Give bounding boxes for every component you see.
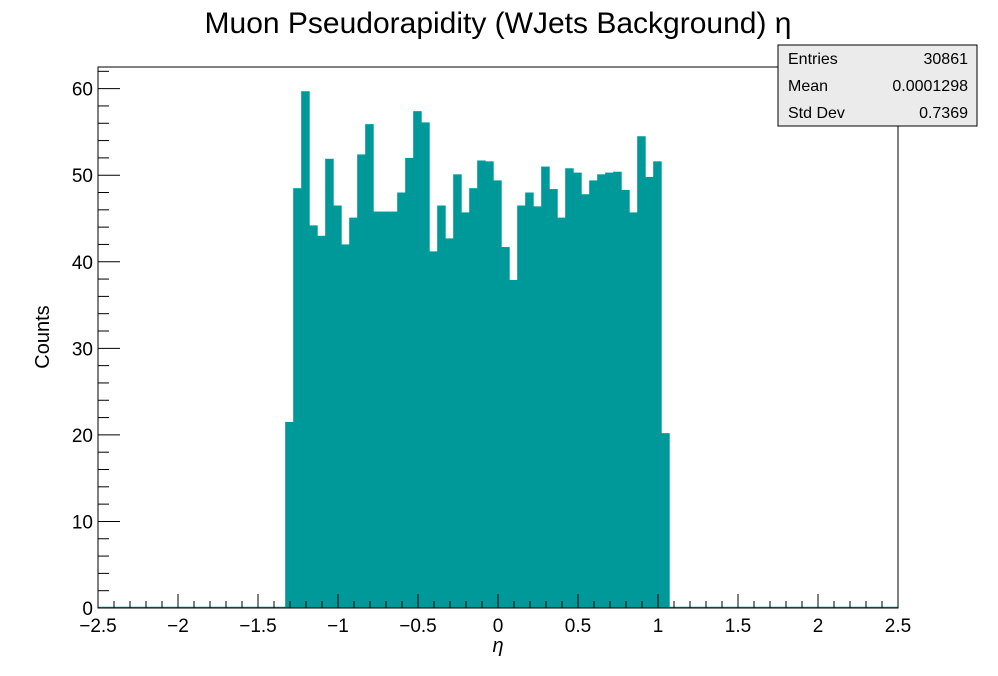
y-tick-label: 20 [72, 426, 93, 447]
histogram-bar-29 [517, 205, 526, 608]
histogram-bar-30 [525, 192, 534, 608]
stats-stddev-value: 0.7369 [919, 105, 968, 122]
histogram-bar-35 [565, 168, 574, 608]
stats-entries-value: 30861 [924, 51, 969, 68]
histogram-bar-16 [413, 111, 422, 608]
histogram-bar-32 [541, 166, 550, 608]
x-axis-label: η [492, 635, 503, 657]
stats-mean-value: 0.0001298 [892, 78, 968, 95]
x-tick-label: 2.5 [885, 616, 911, 637]
histogram-bar-47 [661, 433, 670, 608]
y-axis-ticks: 0 10 20 30 40 50 60 [72, 70, 120, 620]
histogram-bar-43 [629, 212, 638, 608]
histogram-bar-24 [477, 160, 486, 608]
y-tick-label: 60 [72, 80, 93, 101]
x-tick-label: 2 [813, 616, 824, 637]
histogram-bar-27 [501, 247, 510, 608]
stats-box-frame [777, 44, 978, 127]
x-tick-label: 0.5 [565, 616, 591, 637]
histogram-bar-41 [613, 171, 622, 608]
y-tick-label: 0 [82, 599, 93, 620]
histogram-bar-11 [373, 211, 382, 608]
histogram-bar-19 [437, 205, 446, 608]
histogram-bar-46 [653, 161, 662, 608]
histogram-bar-38 [589, 180, 598, 608]
histogram-bar-3 [309, 225, 318, 609]
stats-stddev-label: Std Dev [788, 105, 845, 122]
histogram-bar-7 [341, 244, 350, 608]
histogram-bar-22 [461, 212, 470, 608]
histogram-bar-20 [445, 238, 454, 608]
histogram-bar-36 [573, 172, 582, 608]
histogram-bar-31 [533, 206, 542, 608]
histogram-bar-1 [293, 188, 302, 608]
x-tick-label: −2 [167, 616, 189, 637]
histogram-bar-0 [285, 421, 294, 608]
histogram-bar-12 [381, 211, 390, 608]
histogram-bar-45 [645, 176, 654, 608]
histogram-bar-39 [597, 174, 606, 608]
x-axis-ticks: −2.5 −2 −1.5 −1 −0.5 0 0.5 1 1.5 2 2.5 [79, 594, 911, 637]
y-tick-label: 50 [72, 166, 93, 187]
y-tick-label: 10 [72, 512, 93, 533]
x-tick-label: −1 [327, 616, 349, 637]
stats-box: Entries 30861 Mean 0.0001298 Std Dev 0.7… [777, 44, 978, 127]
histogram-bar-4 [317, 235, 326, 609]
x-tick-label: −0.5 [399, 616, 437, 637]
histogram-bar-37 [581, 194, 590, 608]
histogram-bar-2 [301, 91, 310, 608]
x-tick-label: −1.5 [239, 616, 277, 637]
histogram-bar-5 [325, 158, 334, 608]
histogram-bar-14 [397, 192, 406, 608]
histogram-bar-6 [333, 205, 342, 608]
histogram-bar-26 [493, 180, 502, 608]
histogram-bar-44 [637, 136, 646, 609]
histogram-bars [98, 91, 898, 609]
stats-mean-label: Mean [788, 78, 828, 95]
histogram-bar-17 [421, 122, 430, 608]
histogram-bar-8 [349, 217, 358, 609]
x-tick-label: 0 [493, 616, 504, 637]
x-tick-label: −2.5 [79, 616, 117, 637]
histogram-bar-25 [485, 161, 494, 608]
histogram-bar-13 [389, 211, 398, 608]
histogram-bar-10 [365, 124, 374, 608]
y-tick-label: 40 [72, 253, 93, 274]
histogram-bar-34 [557, 217, 566, 609]
histogram-bar-15 [405, 157, 414, 608]
histogram-bar-28 [509, 279, 518, 608]
x-tick-label: 1 [653, 616, 664, 637]
y-tick-label: 30 [72, 339, 93, 360]
y-axis-label: Counts [32, 305, 54, 368]
x-tick-label: 1.5 [725, 616, 751, 637]
histogram-bar-9 [357, 154, 366, 608]
stats-entries-label: Entries [788, 51, 838, 68]
histogram-bar-42 [621, 189, 630, 608]
histogram-bar-40 [605, 172, 614, 608]
histogram-bar-18 [429, 251, 438, 608]
chart-title: Muon Pseudorapidity (WJets Background) η [205, 7, 792, 40]
histogram-bar-33 [549, 189, 558, 608]
histogram-bar-23 [469, 188, 478, 608]
histogram-bar-21 [453, 174, 462, 608]
